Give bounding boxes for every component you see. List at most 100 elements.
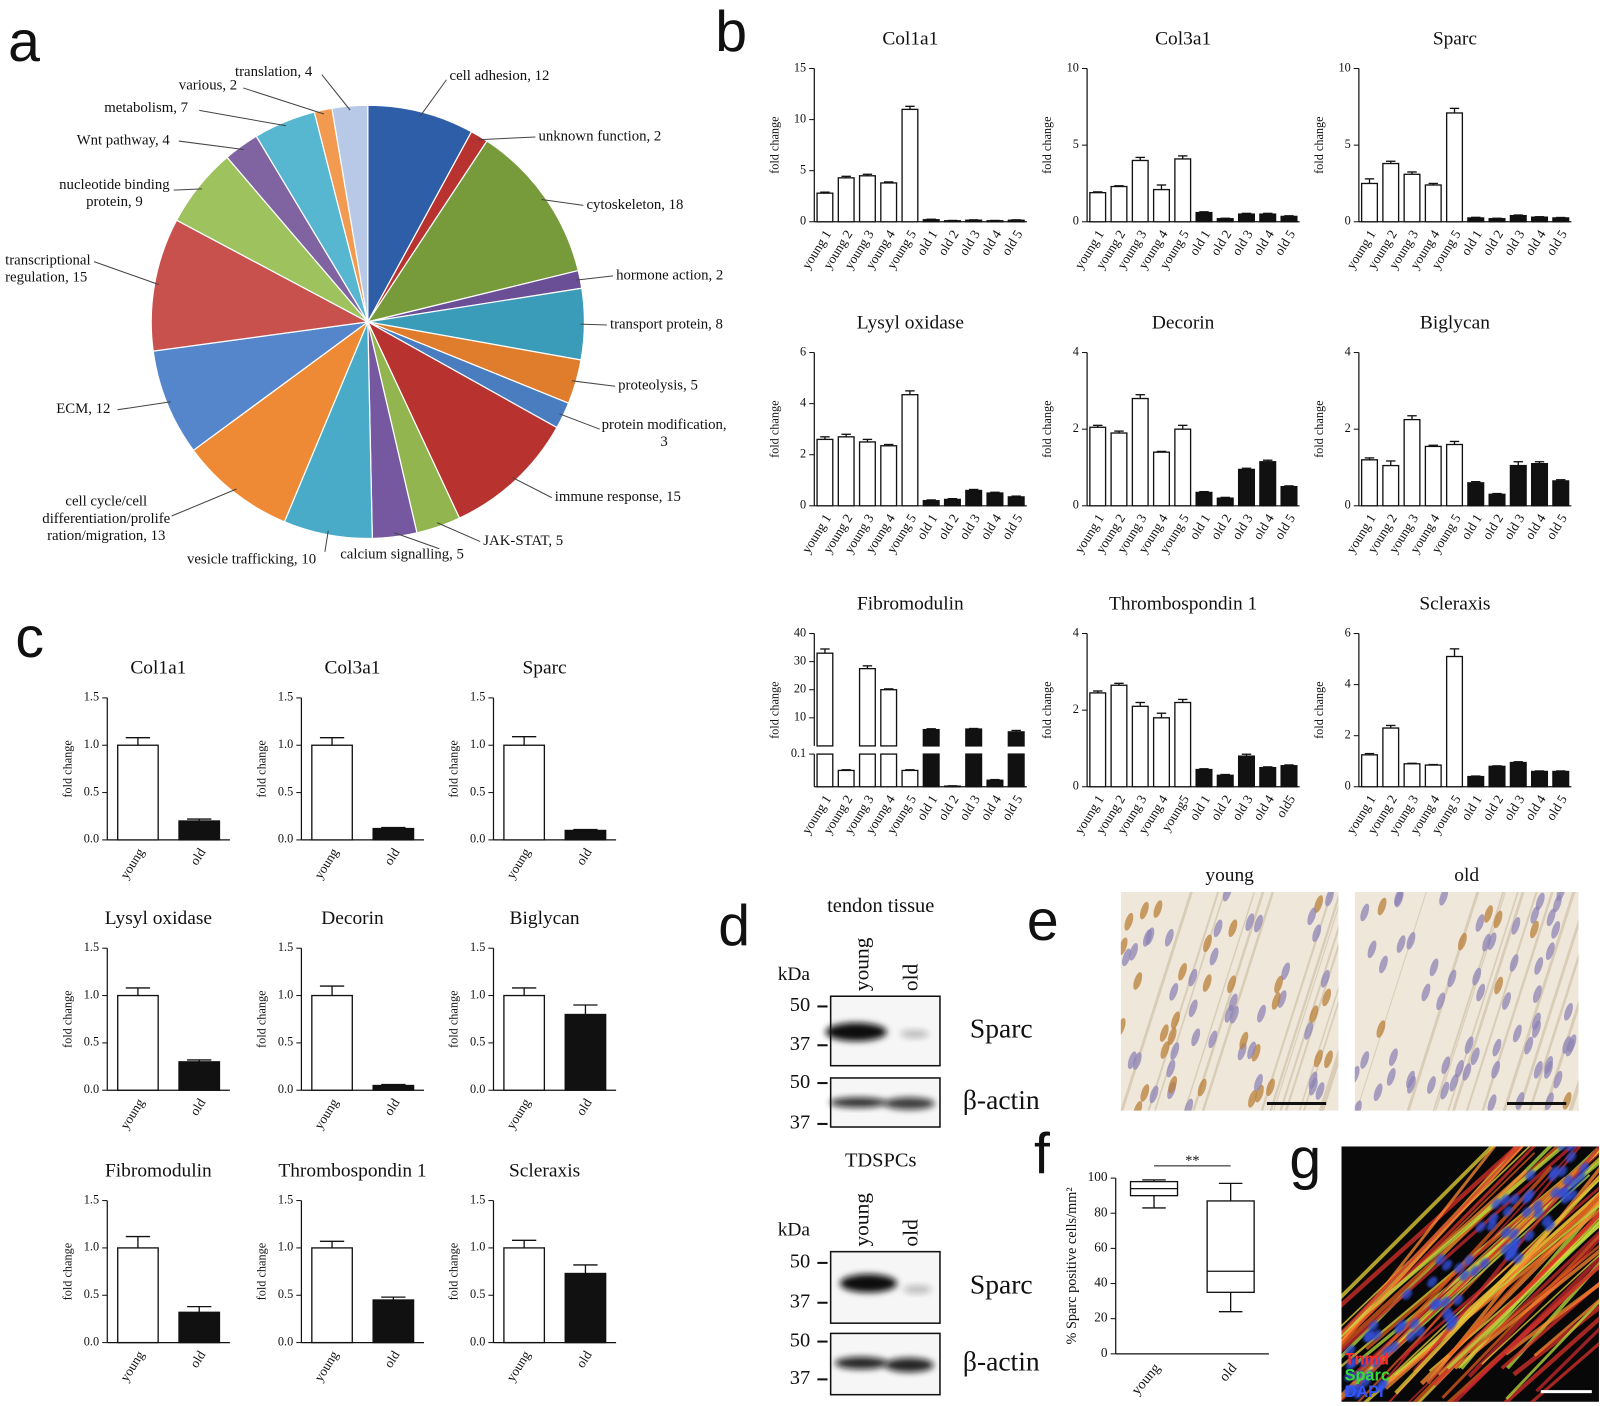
nucleus — [1360, 903, 1370, 922]
nucleus — [1492, 1038, 1502, 1057]
x-tick-label: old 2 — [935, 511, 962, 542]
nucleus — [1171, 1011, 1180, 1030]
bar — [1007, 753, 1025, 788]
nucleus — [1512, 1024, 1522, 1043]
leader-line — [394, 532, 440, 550]
nucleus — [1394, 892, 1403, 906]
bar — [901, 769, 919, 788]
slice-label: proteolysis, 5 — [618, 378, 698, 394]
nucleus — [1524, 1036, 1534, 1055]
lane-label: old — [898, 1219, 922, 1247]
chart-title: Sparc — [1433, 28, 1478, 49]
bar — [1552, 217, 1570, 223]
nucleus-stain — [1344, 1384, 1355, 1396]
fiber — [1183, 892, 1256, 1111]
blot-band — [825, 1022, 887, 1042]
nucleus — [1170, 1042, 1180, 1060]
nucleus-stain — [1389, 1341, 1400, 1352]
bar — [1216, 497, 1234, 507]
channel-label: Tnmd — [1345, 1350, 1389, 1368]
x-tick-label: old 5 — [998, 511, 1025, 542]
nucleus — [1534, 957, 1544, 975]
bar — [858, 753, 876, 788]
nucleus — [1254, 914, 1263, 933]
bar — [1280, 485, 1298, 507]
channel-label: DAPI — [1345, 1383, 1384, 1401]
nucleus — [1427, 1076, 1436, 1094]
bar — [1467, 217, 1485, 223]
nucleus — [1551, 921, 1561, 939]
slice-label: unknown function, 2 — [538, 128, 661, 144]
nucleus — [1149, 1085, 1159, 1104]
fiber-stain — [1500, 1281, 1599, 1370]
y-tick-label: 0.0 — [84, 1082, 99, 1096]
y-tick-label: 0.0 — [278, 1334, 293, 1348]
chart-title: Biglycan — [1420, 312, 1490, 333]
fiber — [1356, 892, 1427, 1111]
nucleus-stain — [1378, 1378, 1389, 1390]
nucleus-stain — [1533, 1207, 1544, 1219]
nucleus — [1449, 1073, 1459, 1092]
y-tick-label: 0.0 — [278, 832, 293, 846]
leader-line — [321, 74, 351, 111]
leader-line — [580, 323, 607, 326]
y-tick-label: 0 — [1345, 214, 1351, 228]
y-tick-label: 5 — [800, 163, 806, 177]
bar — [503, 1247, 546, 1344]
slice-label: transcriptional regulation, 15 — [5, 253, 90, 286]
y-tick-label: 0.0 — [84, 1334, 99, 1348]
marker-label: 50 — [790, 1071, 810, 1093]
x-tick-label: old 2 — [935, 227, 962, 258]
bar — [1382, 162, 1400, 223]
bar — [1131, 705, 1149, 788]
x-tick-label: old 3 — [956, 227, 983, 258]
nucleus — [1530, 906, 1540, 924]
fiber — [1465, 892, 1538, 1111]
y-tick-label: 0.5 — [470, 1035, 485, 1049]
fiber — [1298, 985, 1339, 1111]
bar — [1174, 701, 1192, 788]
y-tick-label: 1.5 — [278, 940, 293, 954]
slice-label: ECM, 12 — [56, 401, 110, 417]
pie-slice — [150, 219, 370, 352]
band-label: Sparc — [970, 1012, 1033, 1043]
bar — [901, 108, 919, 223]
bar — [1530, 770, 1549, 788]
bar — [311, 994, 353, 1091]
pie-slice — [192, 320, 370, 523]
y-tick-label: 6 — [1345, 625, 1351, 639]
bar — [1110, 185, 1128, 223]
fiber-stain — [1341, 1146, 1537, 1344]
x-tick-label: old 2 — [1207, 792, 1234, 823]
bar — [1216, 218, 1234, 223]
slice-label: vesicle trafficking, 10 — [187, 551, 316, 567]
nucleus — [1376, 1020, 1386, 1038]
nucleus — [1271, 992, 1281, 1010]
chart-title: Lysyl oxidase — [105, 908, 212, 929]
marker-label: 50 — [790, 1329, 810, 1351]
nucleus — [1552, 894, 1562, 913]
fiber — [1432, 892, 1505, 1111]
lane-label: young — [849, 937, 873, 991]
significance: ** — [1185, 1153, 1199, 1169]
y-tick-label: 0.0 — [470, 832, 485, 846]
x-tick-label: old 4 — [1522, 792, 1549, 823]
y-tick-label: 40 — [794, 625, 806, 639]
bar — [178, 1061, 221, 1091]
nucleus-stain — [1344, 1370, 1355, 1382]
nucleus — [1535, 892, 1545, 911]
y-axis-label: fold change — [1312, 400, 1326, 458]
leader-line — [199, 109, 287, 127]
fiber-stain — [1505, 1299, 1599, 1400]
y-tick-label: 1.5 — [470, 940, 485, 954]
y-tick-label: 40 — [1094, 1275, 1108, 1290]
nucleus — [1312, 924, 1322, 942]
x-tick-label: old 1 — [913, 792, 940, 823]
nucleus — [1239, 1031, 1249, 1050]
slice-label: protein modification, 3 — [602, 418, 727, 451]
nucleus — [1482, 933, 1492, 952]
x-tick-label: old — [187, 1095, 209, 1118]
y-tick-label: 1.0 — [278, 1240, 293, 1254]
x-tick-label: old 4 — [977, 227, 1004, 258]
